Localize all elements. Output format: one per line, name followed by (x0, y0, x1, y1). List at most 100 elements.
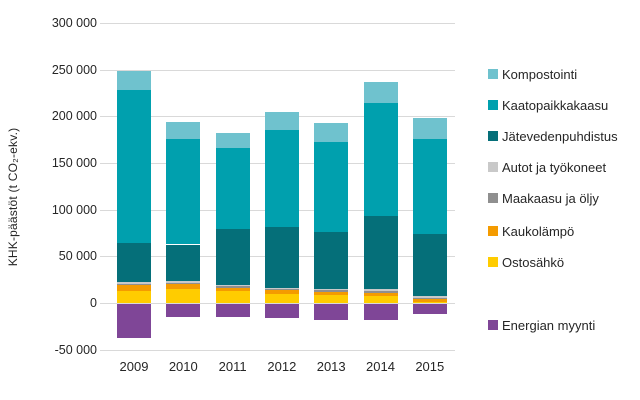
gridline (100, 303, 455, 304)
bar-segment-autot-ja-ty-koneet (166, 281, 201, 283)
legend-label: Jätevedenpuhdistus (502, 128, 618, 144)
x-tick-label: 2014 (366, 359, 395, 374)
bar-segment-ostos-hk- (264, 294, 299, 304)
bar-segment-kaukol-mp- (166, 284, 201, 289)
bar-segment-maakaasu-ja-ljy (314, 290, 349, 292)
bar-segment-kompostointi (166, 121, 201, 139)
bar-segment-kaatopaikkakaasu (215, 148, 250, 230)
y-tick-label: 300 000 (51, 16, 97, 30)
y-tick-label: 150 000 (51, 156, 97, 170)
bar-segment-kaukol-mp- (363, 293, 398, 297)
bar-segment-ostos-hk- (166, 288, 201, 304)
bar-segment-maakaasu-ja-ljy (264, 289, 299, 291)
bar-segment-maakaasu-ja-ljy (215, 286, 250, 288)
bar-segment-kaukol-mp- (314, 291, 349, 295)
bar-segment-kompostointi (363, 81, 398, 103)
legend-label: Kaatopaikkakaasu (502, 97, 609, 113)
bar-segment-energian-myynti (412, 304, 447, 315)
bar-segment-kompostointi (264, 111, 299, 131)
legend-swatch-icon (488, 257, 498, 267)
legend-item-j-tevedenpuhdistus: Jätevedenpuhdistus (488, 128, 618, 144)
y-tick-label: 200 000 (51, 109, 97, 124)
legend-item-kompostointi: Kompostointi (488, 66, 578, 82)
bar-segment-autot-ja-ty-koneet (264, 287, 299, 290)
y-tick-label: 250 000 (51, 62, 97, 77)
x-tick-label: 2012 (267, 359, 297, 374)
chart-legend: Kompostointi Kaatopaikkakaasu Jätevedenpuh… (488, 0, 638, 400)
bar-segment-maakaasu-ja-ljy (363, 291, 398, 294)
bar-segment-ostos-hk- (215, 290, 250, 303)
bar-segment-kaukol-mp- (117, 284, 151, 291)
y-tick-label: 0 (90, 296, 97, 310)
bar-segment-j-tevedenpuhdistus (215, 229, 250, 286)
bar-segment-kaukol-mp- (412, 299, 447, 303)
legend-swatch-icon (488, 226, 498, 236)
y-tick-label: 100 000 (51, 202, 97, 217)
legend-swatch-icon (488, 320, 498, 330)
x-tick-label: 2010 (168, 359, 198, 374)
bar-segment-kaukol-mp- (264, 290, 299, 295)
bar-segment-j-tevedenpuhdistus (264, 227, 299, 288)
legend-item-kaukol-mp-: Kaukolämpö (488, 223, 575, 239)
bar-segment-j-tevedenpuhdistus (117, 242, 151, 283)
legend-item-energian-myynti: Energian myynti (488, 317, 596, 333)
legend-label: Energian myynti (502, 317, 596, 333)
bar-segment-maakaasu-ja-ljy (412, 297, 447, 300)
bar-segment-autot-ja-ty-koneet (314, 288, 349, 291)
legend-swatch-icon (488, 162, 498, 172)
bar-segment-j-tevedenpuhdistus (363, 215, 398, 290)
bar-segment-j-tevedenpuhdistus (166, 244, 201, 282)
x-tick-label: 2013 (316, 359, 346, 374)
bar-segment-j-tevedenpuhdistus (412, 233, 447, 297)
bar-segment-ostos-hk- (117, 290, 151, 303)
legend-label: Autot ja työkoneet (502, 159, 607, 175)
bar-segment-kompostointi (314, 123, 349, 142)
legend-label: Maakaasu ja öljy (502, 190, 599, 206)
gridline (100, 69, 455, 71)
bar-segment-energian-myynti (166, 304, 201, 318)
bar-segment-energian-myynti (215, 304, 250, 318)
bar-segment-kaukol-mp- (215, 287, 250, 291)
bar-segment-energian-myynti (117, 304, 151, 338)
legend-item-kaatopaikkakaasu: Kaatopaikkakaasu (488, 97, 609, 113)
gridline (100, 23, 455, 24)
legend-label: Ostosähkö (502, 254, 565, 270)
bar-segment-ostos-hk- (314, 294, 349, 304)
bar-segment-maakaasu-ja-ljy (166, 282, 201, 285)
x-tick-label: 2015 (415, 359, 445, 374)
y-axis-title: KHK-päästöt (t CO₂-ekv.) (6, 127, 20, 267)
bar-segment-energian-myynti (264, 304, 299, 319)
legend-label: Kaukolämpö (502, 223, 575, 239)
x-tick-label: 2011 (218, 359, 247, 374)
bar-segment-autot-ja-ty-koneet (412, 296, 447, 298)
y-tick-label: -50 000 (54, 342, 97, 357)
bar-segment-kaatopaikkakaasu (363, 102, 398, 216)
bar-segment-ostos-hk- (412, 302, 447, 304)
legend-item-autot-ja-ty-koneet: Autot ja työkoneet (488, 159, 607, 175)
bar-segment-autot-ja-ty-koneet (117, 282, 151, 284)
legend-label: Kompostointi (502, 66, 578, 82)
bar-segment-kaatopaikkakaasu (117, 89, 151, 243)
bar-segment-kaatopaikkakaasu (264, 130, 299, 228)
bar-segment-autot-ja-ty-koneet (215, 285, 250, 287)
legend-item-ostos-hk-: Ostosähkö (488, 254, 565, 270)
bar-segment-autot-ja-ty-koneet (363, 289, 398, 292)
bar-segment-j-tevedenpuhdistus (314, 231, 349, 289)
bar-segment-maakaasu-ja-ljy (117, 283, 151, 285)
bar-segment-ostos-hk- (363, 296, 398, 304)
x-tick-label: 2009 (119, 359, 149, 374)
legend-swatch-icon (488, 100, 498, 110)
bar-segment-kompostointi (117, 71, 151, 90)
bar-segment-energian-myynti (314, 304, 349, 320)
bar-segment-kaatopaikkakaasu (412, 139, 447, 234)
legend-item-maakaasu-ja-ljy: Maakaasu ja öljy (488, 190, 599, 206)
y-tick-label: 50 000 (58, 249, 97, 264)
bar-segment-kompostointi (412, 118, 447, 140)
bar-segment-kompostointi (215, 132, 250, 149)
legend-swatch-icon (488, 69, 498, 79)
legend-swatch-icon (488, 193, 498, 203)
bar-segment-kaatopaikkakaasu (314, 141, 349, 232)
gridline (100, 349, 455, 351)
bar-segment-energian-myynti (363, 304, 398, 321)
